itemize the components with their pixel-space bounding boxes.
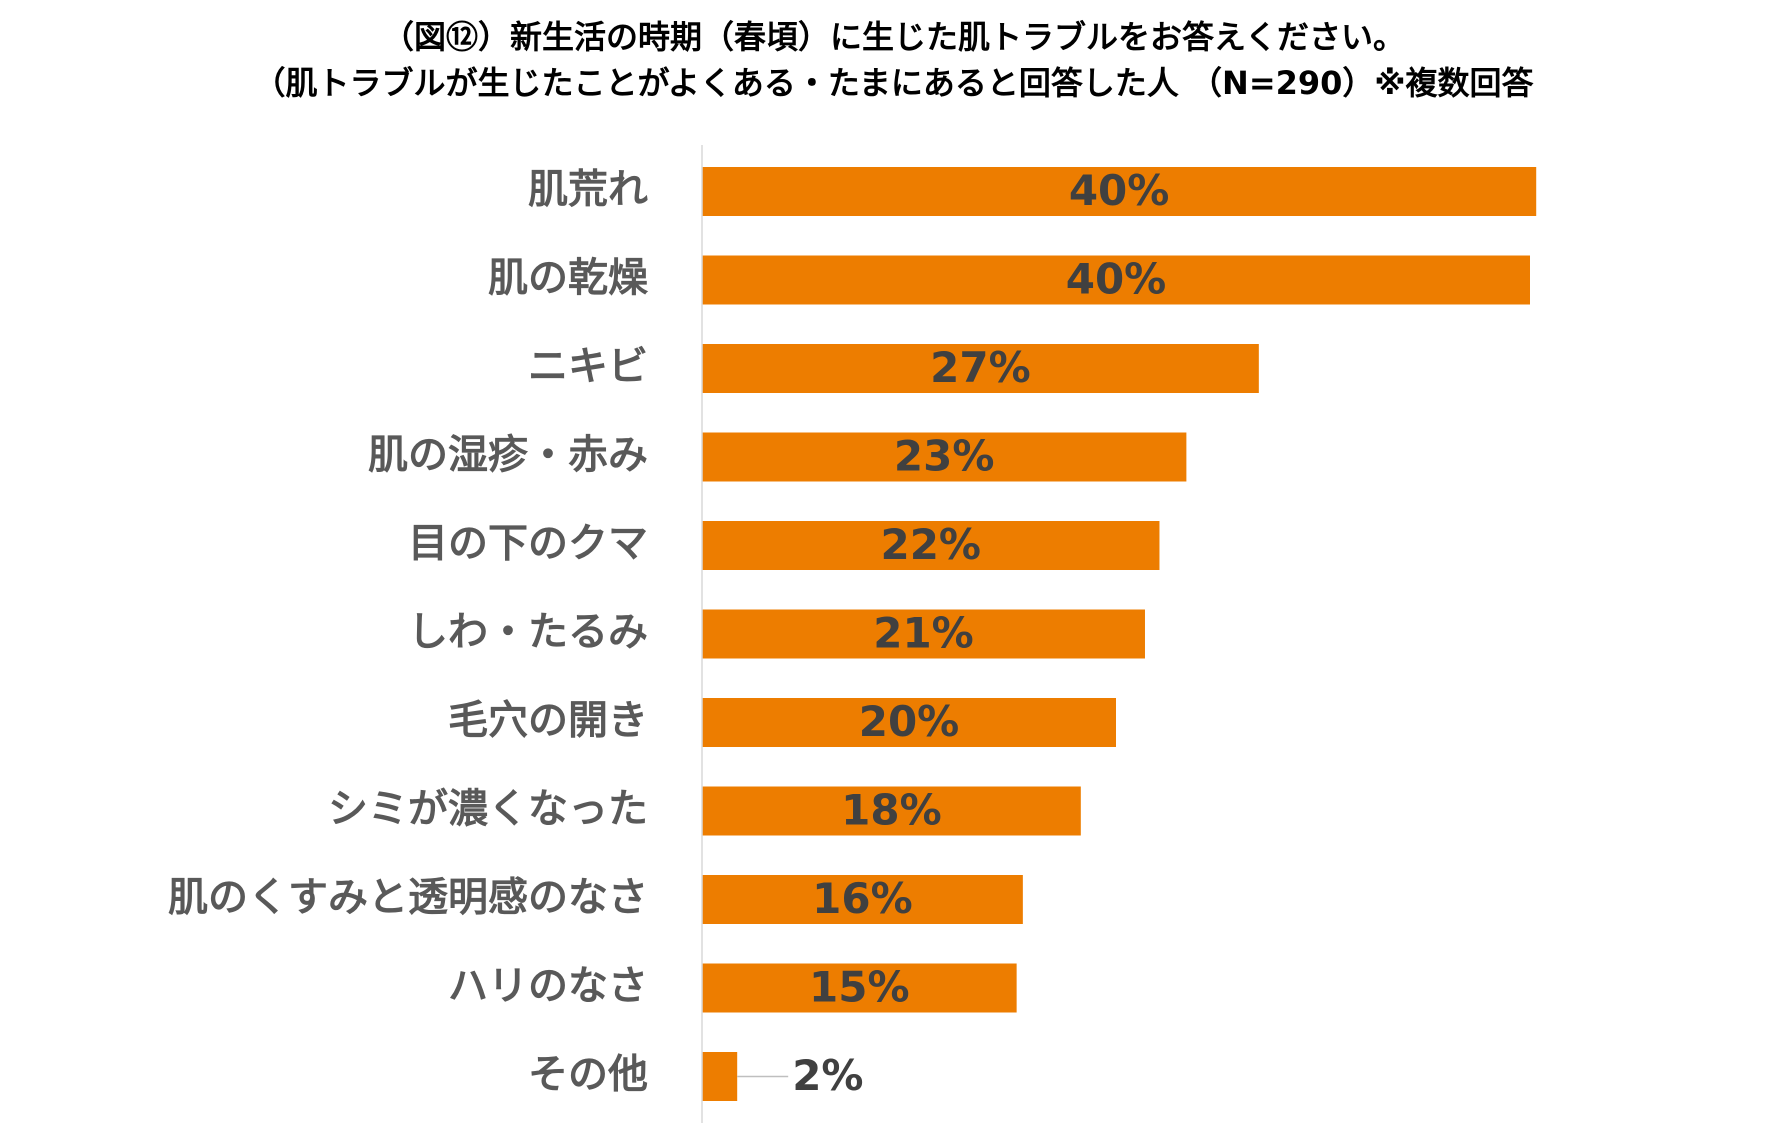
category-label: ハリのなさ (448, 963, 648, 1009)
bar (702, 963, 1017, 1013)
category-label: 肌の湿疹・赤み (368, 432, 648, 478)
bar (702, 167, 1537, 216)
bars (702, 167, 1537, 1101)
bar (702, 786, 1081, 836)
category-label: その他 (528, 1052, 648, 1098)
category-label: 肌のくすみと透明感のなさ (168, 875, 648, 921)
category-label: 毛穴の開き (448, 698, 648, 744)
category-label: シミが濃くなった (328, 786, 648, 832)
bar (702, 255, 1530, 305)
category-label: 肌荒れ (528, 167, 648, 213)
bar (702, 344, 1259, 393)
value-label: 16% (812, 874, 913, 923)
category-label: 肌の乾燥 (488, 255, 649, 301)
value-label: 20% (859, 697, 960, 746)
value-label: 18% (841, 786, 942, 835)
value-label: 27% (930, 343, 1031, 392)
value-label: 15% (809, 963, 910, 1012)
value-label: 40% (1066, 255, 1167, 304)
value-label: 22% (880, 520, 981, 569)
category-label: ニキビ (528, 344, 648, 390)
value-label: 21% (873, 609, 974, 658)
bar (702, 609, 1145, 659)
chart-title: （図⑫）新生活の時期（春頃）に生じた肌トラブルをお答えください。 (381, 18, 1406, 56)
value-label: 40% (1069, 166, 1170, 215)
category-labels: 肌荒れ肌の乾燥ニキビ肌の湿疹・赤み目の下のクマしわ・たるみ毛穴の開きシミが濃くな… (168, 167, 649, 1098)
value-label: 23% (894, 432, 995, 481)
bar (702, 1052, 738, 1101)
category-label: しわ・たるみ (408, 609, 648, 655)
chart-subtitle: （肌トラブルが生じたことがよくある・たまにあると回答した人 （N=290）※複数… (253, 64, 1534, 102)
bar (702, 432, 1187, 482)
value-label: 2% (792, 1051, 863, 1100)
value-labels: 40% 40% 27% 23% 22% 21% 20% 18% 16% 15% 2% (737, 166, 1169, 1100)
bar (702, 698, 1116, 747)
category-label: 目の下のクマ (408, 521, 648, 567)
bar (702, 521, 1160, 570)
bar (702, 875, 1023, 924)
